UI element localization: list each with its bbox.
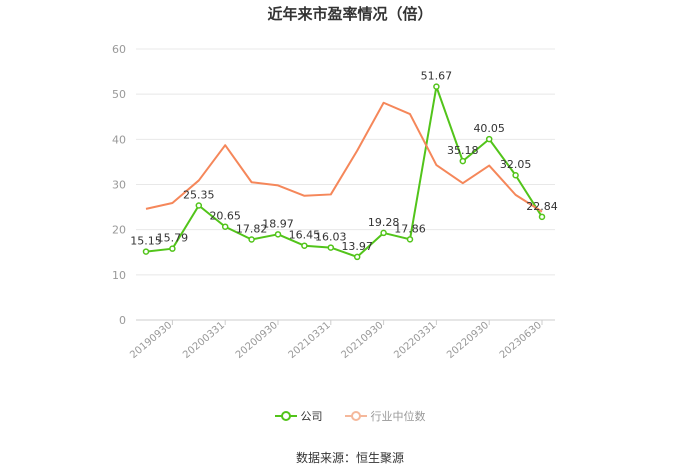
data-point-company xyxy=(327,244,335,251)
data-label-company: 22.84 xyxy=(526,200,558,213)
data-label-company: 32.05 xyxy=(500,158,532,171)
x-tick-label: 20230630 xyxy=(498,320,544,361)
data-label-company: 13.97 xyxy=(341,240,373,253)
x-tick-label: 20210331 xyxy=(287,320,333,361)
x-tick-label: 20220930 xyxy=(445,320,491,361)
data-point-company xyxy=(248,236,255,243)
data-point-company xyxy=(169,245,176,252)
data-label-company: 20.65 xyxy=(209,210,241,223)
data-point-company xyxy=(459,157,467,165)
data-label-company: 25.35 xyxy=(183,189,215,202)
data-point-company xyxy=(142,248,150,255)
y-tick-label: 60 xyxy=(112,43,126,56)
data-label-company: 17.86 xyxy=(394,222,426,235)
x-tick-label: 20190930 xyxy=(128,320,174,361)
data-label-company: 15.79 xyxy=(157,232,189,245)
legend-item-industry-median[interactable]: 行业中位数 xyxy=(344,408,426,424)
data-point-company xyxy=(353,253,361,261)
y-axis: 0 10 20 30 40 50 60 xyxy=(112,43,126,327)
data-label-company: 17.82 xyxy=(236,223,268,236)
y-tick-label: 10 xyxy=(112,269,126,282)
data-label-company: 15.15 xyxy=(130,235,162,248)
data-point-company xyxy=(512,171,519,179)
x-tick-label: 20200331 xyxy=(181,320,227,361)
legend-label-industry-median: 行业中位数 xyxy=(370,410,426,423)
legend: 公司 行业中位数 xyxy=(0,408,700,424)
x-tick-label: 20220331 xyxy=(392,320,438,361)
data-point-company xyxy=(301,242,308,249)
y-tick-label: 30 xyxy=(112,179,126,192)
series-line-industry-median xyxy=(145,101,543,213)
y-tick-label: 50 xyxy=(112,88,126,101)
data-point-company xyxy=(433,83,440,90)
data-label-company: 16.03 xyxy=(315,231,347,244)
data-point-company xyxy=(485,135,493,143)
legend-label-company: 公司 xyxy=(300,410,323,423)
y-tick-label: 0 xyxy=(119,314,126,327)
data-point-company xyxy=(406,236,414,243)
data-label-company: 35.18 xyxy=(447,144,479,157)
x-tick-label: 20200930 xyxy=(234,320,280,361)
y-tick-label: 40 xyxy=(112,133,126,146)
data-label-company: 16.45 xyxy=(289,229,321,242)
series-line-company xyxy=(145,85,543,258)
legend-swatch-company xyxy=(274,410,297,422)
data-label-company: 40.05 xyxy=(473,122,505,135)
data-point-company xyxy=(380,229,387,237)
data-label-company: 19.28 xyxy=(368,216,400,229)
series-layer xyxy=(142,83,546,261)
data-source: 数据来源：恒生聚源 xyxy=(295,451,404,465)
data-point-company xyxy=(538,213,546,221)
x-tick-label: 20210930 xyxy=(339,320,385,361)
data-point-company xyxy=(195,202,203,209)
data-point-company xyxy=(221,223,229,230)
y-tick-label: 20 xyxy=(112,224,126,237)
x-axis: 20190930 20200331 20200930 20210331 20210930… xyxy=(128,320,544,361)
data-label-company: 18.97 xyxy=(262,217,294,230)
legend-item-company[interactable]: 公司 xyxy=(274,408,323,424)
legend-swatch-industry-median xyxy=(344,410,367,422)
data-label-company: 51.67 xyxy=(421,70,453,83)
gridlines xyxy=(136,48,555,321)
chart-title: 近年来市盈率情况（倍） xyxy=(267,5,433,23)
data-point-company xyxy=(274,231,282,238)
